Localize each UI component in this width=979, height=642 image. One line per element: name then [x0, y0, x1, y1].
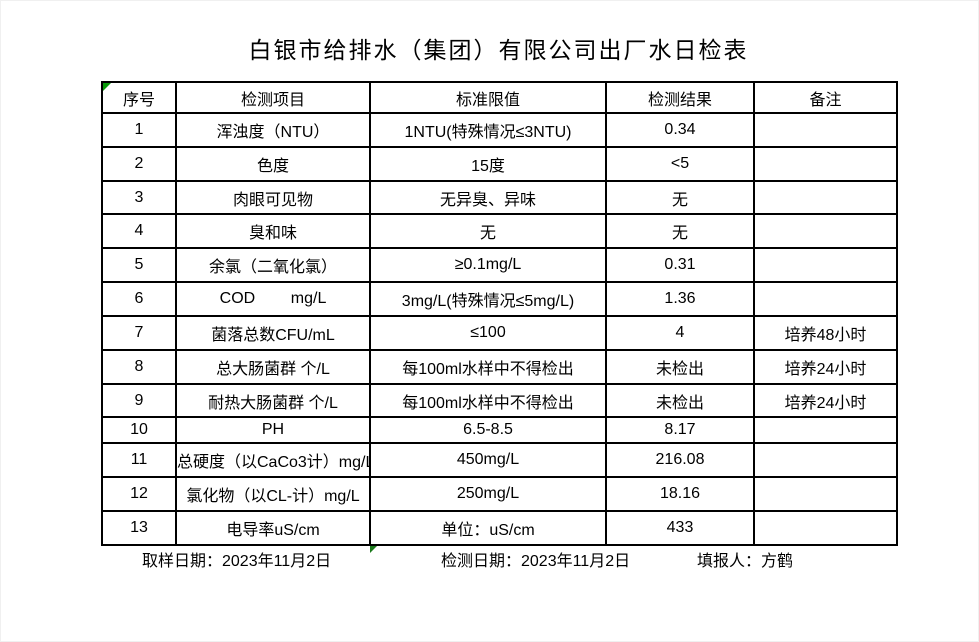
header-cell-item: 检测项目 [175, 81, 371, 114]
table-row: 2 色度 15度 <5 [101, 145, 898, 182]
table-cell: ≤100 [369, 314, 607, 351]
table-cell: 11 [101, 442, 177, 479]
table-cell: 无 [605, 179, 755, 216]
table-cell: 4 [605, 314, 755, 351]
table-cell: 氯化物（以CL-计）mg/L [175, 476, 371, 513]
table-cell [753, 112, 898, 148]
table-cell: 5 [101, 247, 177, 284]
table-cell: 450mg/L [369, 442, 607, 479]
table-row: 12 氯化物（以CL-计）mg/L 250mg/L 18.16 [101, 476, 898, 513]
table-cell: 培养48小时 [753, 314, 898, 351]
header-cell-limit: 标准限值 [369, 81, 607, 114]
table-cell: 耐热大肠菌群 个/L [175, 382, 371, 419]
header-cell-remarks: 备注 [753, 81, 898, 114]
inspection-table: 序号 检测项目 标准限值 检测结果 备注 1 浑浊度（NTU） 1NTU(特殊情况≤… [101, 81, 898, 546]
table-cell: 每100ml水样中不得检出 [369, 382, 607, 419]
table-cell: 1.36 [605, 281, 755, 317]
table-row: 6 COD mg/L 3mg/L(特殊情况≤5mg/L) 1.36 [101, 281, 898, 317]
table-row: 13 电导率uS/cm 单位：uS/cm 433 [101, 510, 898, 546]
table-cell: 色度 [175, 145, 371, 182]
table-cell [753, 442, 898, 479]
reporter-label: 填报人：方鹤 [697, 553, 794, 570]
table-cell: 10 [101, 416, 177, 445]
excel-corner-marker-icon [103, 83, 111, 91]
table-cell: 总大肠菌群 个/L [175, 348, 371, 385]
table-cell: 培养24小时 [753, 382, 898, 419]
table-cell: 无 [369, 213, 607, 250]
table-cell [753, 510, 898, 546]
table-cell: 培养24小时 [753, 348, 898, 385]
table-cell: 15度 [369, 145, 607, 182]
table-cell: 216.08 [605, 442, 755, 479]
table-row: 3 肉眼可见物 无异臭、异味无 [101, 179, 898, 216]
table-body: 1 浑浊度（NTU） 1NTU(特殊情况≤3NTU) 0.34 2 色度 15度 <5 3 肉眼可… [101, 112, 898, 546]
table-cell: 1 [101, 112, 177, 148]
table-cell: PH [175, 416, 371, 445]
table-cell: 单位：uS/cm [369, 510, 607, 546]
table-cell: 7 [101, 314, 177, 351]
table-row: 9 耐热大肠菌群 个/L 每100ml水样中不得检出 未检出 培养24小时 [101, 382, 898, 419]
table-row: 10 PH 6.5-8.5 8.17 [101, 416, 898, 445]
table-cell: 未检出 [605, 348, 755, 385]
header-cell-serial: 序号 [101, 81, 177, 114]
table-cell: 无异臭、异味 [369, 179, 607, 216]
table-cell: 8.17 [605, 416, 755, 445]
table-cell: 433 [605, 510, 755, 546]
table-cell [753, 476, 898, 513]
table-cell: COD mg/L [175, 281, 371, 317]
table-row: 4 臭和味无无 [101, 213, 898, 250]
table-cell: 250mg/L [369, 476, 607, 513]
table-cell: 12 [101, 476, 177, 513]
table-cell: <5 [605, 145, 755, 182]
table-cell [753, 416, 898, 445]
table-cell: 0.34 [605, 112, 755, 148]
table-cell: 臭和味 [175, 213, 371, 250]
table-cell: 13 [101, 510, 177, 546]
table-cell: ≥0.1mg/L [369, 247, 607, 284]
sampling-date-label: 取样日期：2023年11月2日 [142, 553, 332, 570]
table-cell: 余氯（二氧化氯） [175, 247, 371, 284]
table-cell: 浑浊度（NTU） [175, 112, 371, 148]
table-cell: 1NTU(特殊情况≤3NTU) [369, 112, 607, 148]
table-cell [753, 247, 898, 284]
table-cell: 菌落总数CFU/mL [175, 314, 371, 351]
table-cell: 18.16 [605, 476, 755, 513]
table-row: 1 浑浊度（NTU） 1NTU(特殊情况≤3NTU) 0.34 [101, 112, 898, 148]
table-cell [753, 145, 898, 182]
table-cell: 未检出 [605, 382, 755, 419]
table-cell: 8 [101, 348, 177, 385]
table-cell: 肉眼可见物 [175, 179, 371, 216]
table-cell [753, 281, 898, 317]
table-cell: 3 [101, 179, 177, 216]
page-title: 白银市给排水（集团）有限公司出厂水日检表 [248, 37, 749, 63]
testing-date-label: 检测日期：2023年11月2日 [441, 553, 631, 570]
table-cell: 4 [101, 213, 177, 250]
table-cell: 2 [101, 145, 177, 182]
table-cell: 9 [101, 382, 177, 419]
table-cell [753, 213, 898, 250]
header-cell-result: 检测结果 [605, 81, 755, 114]
table-cell: 6 [101, 281, 177, 317]
table-cell [753, 179, 898, 216]
table-row: 11 总硬度（以CaCo3计）mg/L 450mg/L 216.08 [101, 442, 898, 479]
table-cell: 6.5-8.5 [369, 416, 607, 445]
header-row: 序号 检测项目 标准限值 检测结果 备注 [101, 81, 898, 114]
table-cell: 无 [605, 213, 755, 250]
excel-bottom-marker-icon [370, 546, 377, 553]
table-cell: 电导率uS/cm [175, 510, 371, 546]
table-cell: 3mg/L(特殊情况≤5mg/L) [369, 281, 607, 317]
table-row: 7 菌落总数CFU/mL ≤100 4 培养48小时 [101, 314, 898, 351]
table-cell: 0.31 [605, 247, 755, 284]
table-cell: 每100ml水样中不得检出 [369, 348, 607, 385]
table-cell: 总硬度（以CaCo3计）mg/L [175, 442, 371, 479]
table-row: 8 总大肠菌群 个/L 每100ml水样中不得检出 未检出 培养24小时 [101, 348, 898, 385]
table-row: 5 余氯（二氧化氯） ≥0.1mg/L 0.31 [101, 247, 898, 284]
